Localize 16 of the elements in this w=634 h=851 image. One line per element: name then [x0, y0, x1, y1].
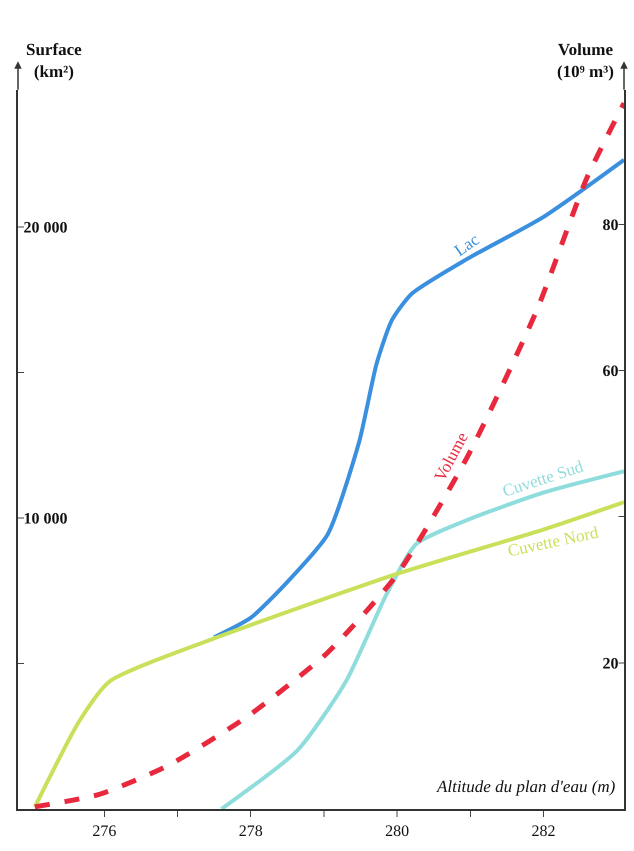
text: Lac	[450, 230, 483, 260]
x-tick-label: 280	[385, 822, 410, 840]
y-tick-label: 20 000	[24, 219, 68, 236]
y2-tick-label: 20	[602, 655, 618, 672]
x-axis-title: Altitude du plan d'eau (m)	[436, 777, 616, 796]
line-series	[212, 158, 624, 640]
y2-tick-label: 60	[602, 363, 618, 380]
y2-tick-label: 80	[602, 217, 618, 234]
x-tick-label: 278	[238, 822, 263, 840]
y-axis-title: Surface (km²)	[26, 40, 82, 82]
x-tick-label: 282	[531, 822, 556, 840]
y-tick-label: 10 000	[24, 510, 68, 528]
text: Cuvette Sud	[500, 456, 586, 501]
y2-axis-title: Volume (10⁹ m³)	[557, 40, 614, 82]
text: Cuvette Nord	[506, 522, 601, 560]
x-tick-label: 276	[92, 822, 116, 840]
